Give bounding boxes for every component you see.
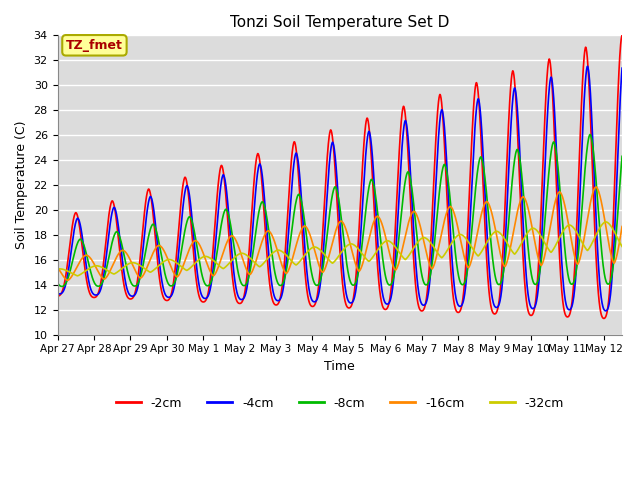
-16cm	[602, 225, 610, 230]
-16cm	[618, 224, 626, 229]
Text: TZ_fmet: TZ_fmet	[66, 39, 123, 52]
-4cm	[602, 308, 609, 314]
-8cm	[618, 154, 626, 159]
-8cm	[586, 132, 594, 137]
-8cm	[499, 275, 506, 281]
-2cm	[313, 294, 321, 300]
-16cm	[314, 257, 321, 263]
-32cm	[54, 266, 61, 272]
-4cm	[584, 63, 591, 69]
-4cm	[313, 297, 321, 302]
-2cm	[602, 313, 610, 319]
-8cm	[602, 278, 610, 284]
Legend: -2cm, -4cm, -8cm, -16cm, -32cm: -2cm, -4cm, -8cm, -16cm, -32cm	[111, 392, 569, 415]
Line: -2cm: -2cm	[58, 36, 622, 318]
Line: -32cm: -32cm	[58, 222, 622, 276]
-8cm	[58, 284, 66, 289]
-2cm	[602, 314, 609, 320]
-8cm	[83, 252, 90, 258]
-32cm	[499, 233, 506, 239]
-8cm	[328, 192, 336, 198]
-32cm	[74, 273, 81, 279]
-32cm	[618, 243, 626, 249]
Line: -4cm: -4cm	[58, 66, 622, 311]
-4cm	[328, 140, 336, 146]
-4cm	[602, 308, 610, 314]
-4cm	[83, 264, 90, 269]
-32cm	[83, 267, 90, 273]
-16cm	[592, 184, 600, 190]
Line: -16cm: -16cm	[58, 187, 622, 280]
Title: Tonzi Soil Temperature Set D: Tonzi Soil Temperature Set D	[230, 15, 449, 30]
-4cm	[498, 284, 506, 289]
-16cm	[83, 252, 90, 258]
-32cm	[328, 260, 336, 266]
-4cm	[618, 65, 626, 71]
-4cm	[602, 308, 610, 313]
-16cm	[328, 240, 336, 246]
-2cm	[54, 293, 61, 299]
Y-axis label: Soil Temperature (C): Soil Temperature (C)	[15, 120, 28, 249]
-2cm	[328, 132, 336, 137]
-16cm	[54, 264, 61, 270]
-32cm	[602, 219, 609, 225]
-32cm	[314, 245, 321, 251]
X-axis label: Time: Time	[324, 360, 355, 373]
-2cm	[83, 276, 90, 282]
-32cm	[602, 219, 610, 225]
-32cm	[602, 219, 610, 225]
-2cm	[498, 264, 506, 269]
-2cm	[600, 315, 608, 321]
-16cm	[499, 258, 506, 264]
Line: -8cm: -8cm	[58, 134, 622, 287]
-8cm	[602, 279, 610, 285]
-16cm	[64, 277, 72, 283]
-2cm	[618, 33, 626, 38]
-16cm	[602, 226, 610, 232]
-8cm	[314, 282, 321, 288]
-8cm	[54, 280, 61, 286]
-4cm	[54, 290, 61, 296]
